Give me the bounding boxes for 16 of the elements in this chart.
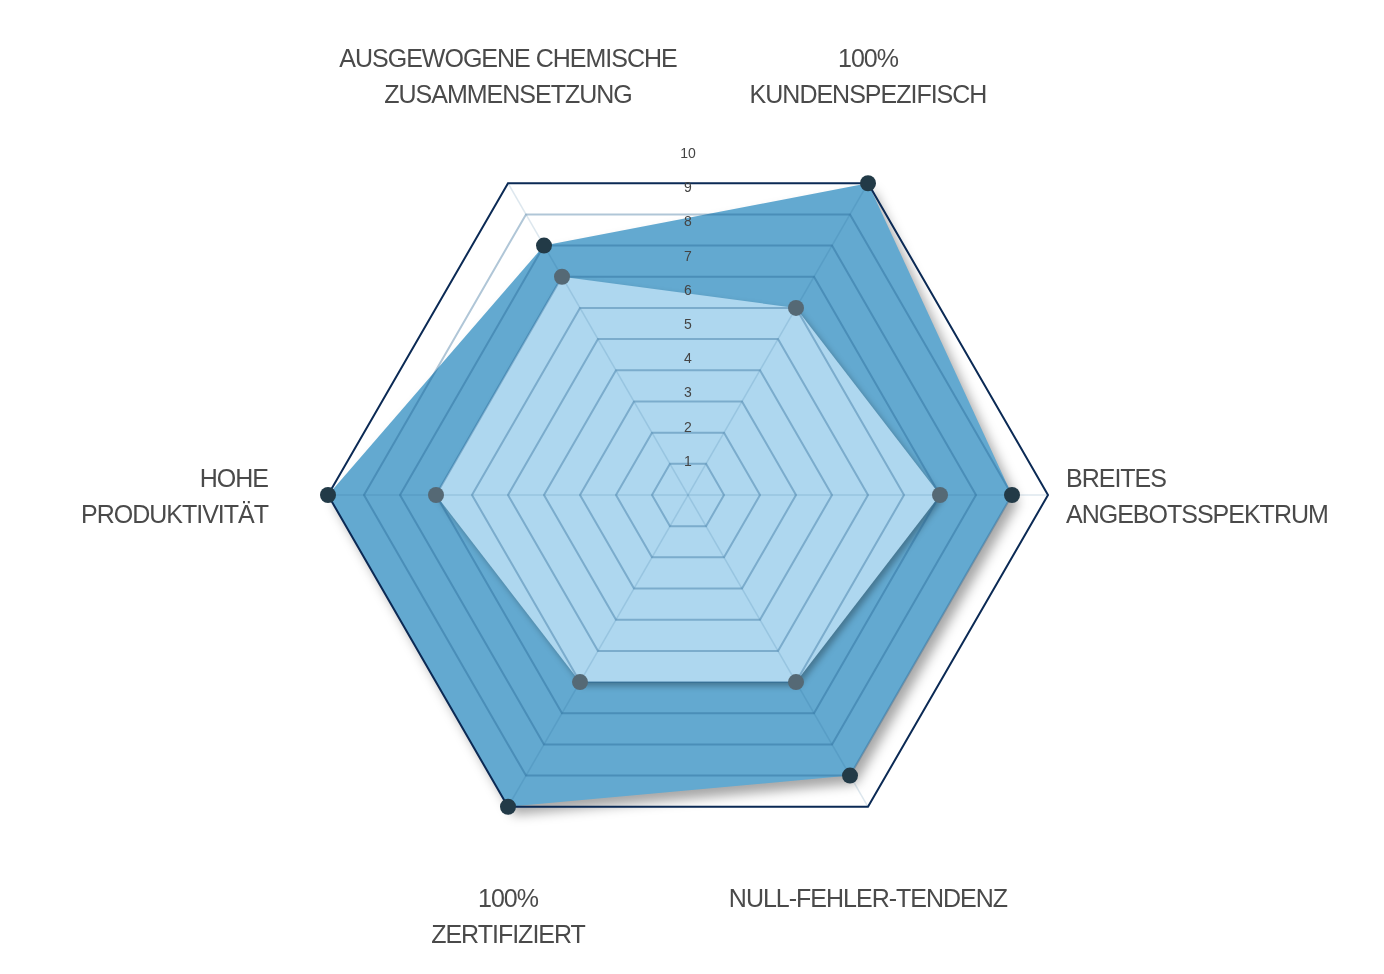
y-tick-label: 2: [684, 418, 693, 435]
spoke-label: 100% ZERTIFIZIERT: [431, 883, 586, 948]
spoke-label: 100% KUNDENSPEZIFISCH: [749, 44, 987, 109]
y-tick-label: 6: [684, 281, 693, 298]
y-tick-label: 8: [684, 213, 693, 230]
spoke-label: BREITES ANGEBOTSSPEKTRUM: [1066, 464, 1328, 528]
y-tick-label: 7: [684, 247, 693, 264]
y-tick-label: 3: [684, 384, 693, 401]
y-tick-label: 10: [680, 145, 696, 161]
y-tick-label: 9: [684, 179, 693, 196]
y-tick-label: 1: [684, 452, 693, 469]
spoke-label: NULL-FEHLER-TENDENZ: [728, 883, 1008, 912]
spoke-label: AUSGEWOGENE CHEMISCHE ZUSAMMENSETZUNG: [339, 44, 678, 109]
y-tick-label: 5: [684, 316, 693, 332]
y-tick-label: 4: [684, 350, 693, 367]
spoke-label: HOHE PRODUKTIVITÄT: [80, 464, 269, 528]
